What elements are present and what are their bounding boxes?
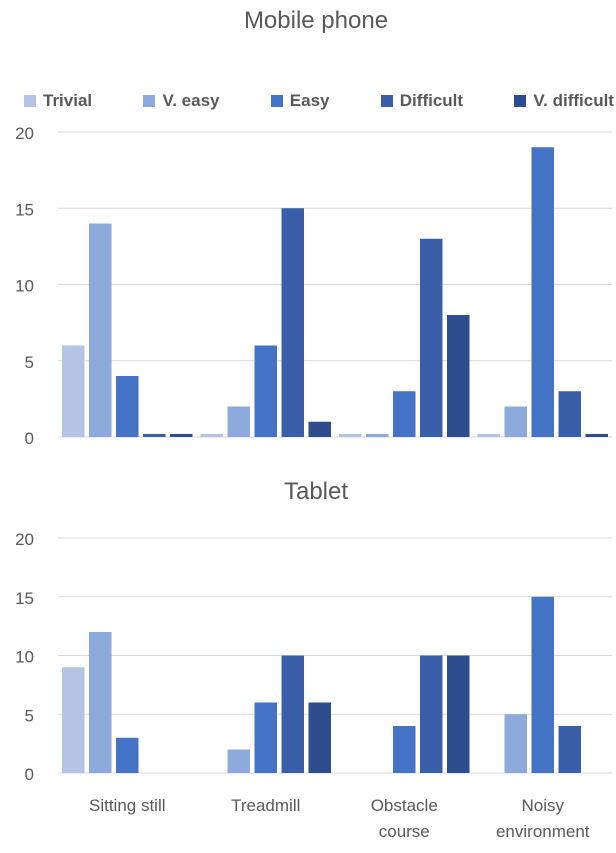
y-tick-label-mobile-15: 15	[15, 200, 34, 219]
bar-mobile-treadmill-v-difficult	[308, 421, 331, 437]
x-tick-label-sitting-still: Sitting still	[89, 796, 166, 815]
bar-mobile-noisy-environment-difficult	[558, 391, 581, 437]
chart-title-tablet: Tablet	[284, 478, 348, 505]
bar-tablet-treadmill-difficult	[281, 655, 304, 773]
legend-label-v-difficult: V. difficult	[533, 91, 614, 110]
y-tick-label-tablet-15: 15	[15, 589, 34, 608]
y-tick-label-mobile-5: 5	[25, 353, 34, 372]
bar-tablet-sitting-still-easy	[116, 737, 139, 773]
bar-mobile-noisy-environment-v-difficult	[585, 433, 608, 437]
legend-item-v-easy: V. easy	[143, 91, 219, 111]
legend-swatch-v-difficult	[514, 95, 527, 107]
plot-area-mobile: 0 5 10 15 20	[15, 124, 612, 448]
bar-mobile-noisy-environment-trivial	[477, 433, 500, 437]
x-tick-label-noisy-environment: Noisy environment	[496, 796, 590, 841]
legend-label-easy: Easy	[289, 91, 330, 110]
bar-mobile-treadmill-difficult	[281, 208, 304, 437]
y-tick-label-tablet-20: 20	[15, 530, 34, 549]
y-tick-label-mobile-0: 0	[25, 429, 34, 448]
bar-tablet-noisy-environment-difficult	[558, 726, 581, 773]
x-tick-label-treadmill: Treadmill	[231, 796, 300, 815]
bar-mobile-obstacle-course-difficult	[420, 238, 443, 437]
y-tick-label-mobile-20: 20	[15, 124, 34, 143]
bar-mobile-obstacle-course-trivial	[339, 433, 362, 437]
legend-item-difficult: Difficult	[380, 91, 464, 111]
bar-tablet-obstacle-course-v-difficult	[447, 655, 470, 773]
y-tick-label-tablet-5: 5	[25, 706, 34, 725]
legend-item-easy: Easy	[270, 91, 330, 111]
bar-mobile-obstacle-course-v-difficult	[447, 315, 470, 437]
bar-tablet-obstacle-course-easy	[393, 726, 416, 773]
y-tick-label-mobile-10: 10	[15, 277, 34, 296]
legend: Trivial V. easy Easy Difficult V. diffic…	[0, 86, 616, 116]
bar-tablet-noisy-environment-easy	[531, 596, 554, 773]
bar-tablet-obstacle-course-difficult	[420, 655, 443, 773]
legend-item-trivial: Trivial	[24, 91, 92, 111]
bar-mobile-treadmill-easy	[254, 345, 277, 437]
bar-mobile-noisy-environment-v-easy	[504, 406, 527, 437]
chart-title-mobile: Mobile phone	[244, 7, 388, 34]
bar-mobile-obstacle-course-v-easy	[366, 433, 389, 437]
bar-mobile-treadmill-trivial	[200, 433, 223, 437]
bar-mobile-sitting-still-v-easy	[89, 223, 112, 437]
bar-mobile-obstacle-course-easy	[393, 391, 416, 437]
bar-tablet-sitting-still-v-easy	[89, 632, 112, 773]
legend-label-trivial: Trivial	[43, 91, 93, 110]
bar-tablet-treadmill-v-easy	[227, 749, 250, 773]
bar-mobile-sitting-still-v-difficult	[170, 433, 193, 437]
bar-mobile-sitting-still-easy	[116, 376, 139, 437]
bar-tablet-treadmill-v-difficult	[308, 702, 331, 773]
legend-label-difficult: Difficult	[399, 91, 464, 110]
y-tick-label-tablet-10: 10	[15, 648, 34, 667]
y-tick-label-tablet-0: 0	[25, 765, 34, 784]
legend-swatch-v-easy	[143, 95, 156, 107]
plot-area-tablet: 0 5 10 15 20 Sitting still Treadmill Obstacle co…	[15, 530, 612, 841]
bar-mobile-sitting-still-difficult	[143, 433, 166, 437]
bar-mobile-sitting-still-trivial	[62, 345, 85, 437]
legend-label-v-easy: V. easy	[162, 91, 220, 110]
legend-item-v-difficult: V. difficult	[514, 91, 614, 111]
legend-swatch-easy	[270, 95, 283, 107]
x-tick-label-obstacle-course: Obstacle course	[371, 796, 438, 841]
legend-swatch-difficult	[380, 95, 393, 107]
legend-swatch-trivial	[24, 95, 36, 107]
bar-tablet-noisy-environment-v-easy	[504, 714, 527, 773]
bar-tablet-sitting-still-trivial	[62, 667, 85, 773]
bar-tablet-treadmill-easy	[254, 702, 277, 773]
bar-mobile-treadmill-v-easy	[227, 406, 250, 437]
bar-mobile-noisy-environment-easy	[531, 147, 554, 437]
